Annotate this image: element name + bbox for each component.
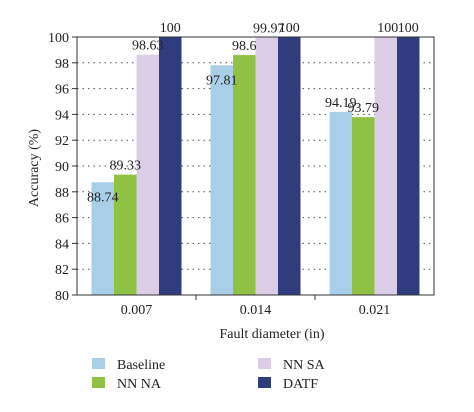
data-label: 89.33 — [110, 159, 142, 174]
x-axis-title: Fault diameter (in) — [220, 327, 325, 342]
data-label: 98.6 — [232, 39, 257, 54]
bar-datf — [278, 37, 301, 295]
legend-label: NN SA — [283, 358, 326, 373]
data-label: 100 — [279, 21, 300, 36]
legend-label: Baseline — [117, 358, 165, 373]
y-tick-label: 82 — [55, 263, 69, 278]
bar-nn-sa — [136, 54, 159, 295]
x-tick-label: 0.014 — [240, 303, 272, 318]
bar-nn-na — [352, 117, 375, 295]
legend-swatch — [258, 377, 271, 388]
x-axis-ticks: 0.007 0.014 0.021 — [121, 295, 391, 318]
bar-nn-na — [233, 55, 256, 296]
legend: Baseline NN SA NN NA DATF — [92, 358, 326, 392]
bar-nn-sa — [255, 37, 278, 296]
y-tick-label: 84 — [55, 237, 69, 252]
bar-baseline — [210, 65, 233, 295]
data-label: 100 — [398, 21, 419, 36]
bar-nn-sa — [374, 37, 397, 295]
y-tick-label: 88 — [55, 186, 69, 201]
data-label: 99.97 — [253, 21, 285, 36]
y-tick-label: 94 — [55, 108, 69, 123]
y-tick-label: 92 — [55, 134, 69, 149]
x-tick-label: 0.007 — [121, 303, 153, 318]
legend-label: NN NA — [117, 377, 162, 392]
bar-baseline — [329, 111, 352, 295]
y-tick-label: 86 — [55, 212, 69, 227]
data-label: 100 — [160, 21, 181, 36]
y-tick-label: 100 — [48, 31, 69, 46]
y-tick-label: 90 — [55, 160, 69, 175]
bar-datf — [159, 37, 182, 295]
bar-baseline — [91, 182, 114, 295]
bars — [91, 37, 420, 296]
legend-label: DATF — [283, 377, 318, 392]
y-tick-label: 80 — [55, 289, 69, 304]
data-label: 88.74 — [87, 190, 119, 205]
bar-datf — [397, 37, 420, 295]
legend-swatch — [258, 358, 271, 369]
x-tick-label: 0.021 — [359, 303, 391, 318]
legend-swatch — [92, 377, 105, 388]
y-tick-label: 96 — [55, 83, 69, 98]
y-axis-ticks: 80 82 84 86 88 90 92 94 96 98 100 — [48, 31, 77, 304]
y-axis-title: Accuracy (%) — [27, 129, 42, 207]
data-label: 94.19 — [325, 96, 357, 111]
data-label: 97.81 — [206, 73, 238, 88]
data-labels: 88.7489.3398.6310097.8198.699.9710094.19… — [87, 21, 419, 205]
data-label: 100 — [377, 21, 398, 36]
data-label: 93.79 — [348, 101, 380, 116]
y-tick-label: 98 — [55, 57, 69, 72]
bar-nn-na — [114, 174, 137, 295]
legend-swatch — [92, 358, 105, 369]
data-label: 98.63 — [132, 39, 164, 54]
